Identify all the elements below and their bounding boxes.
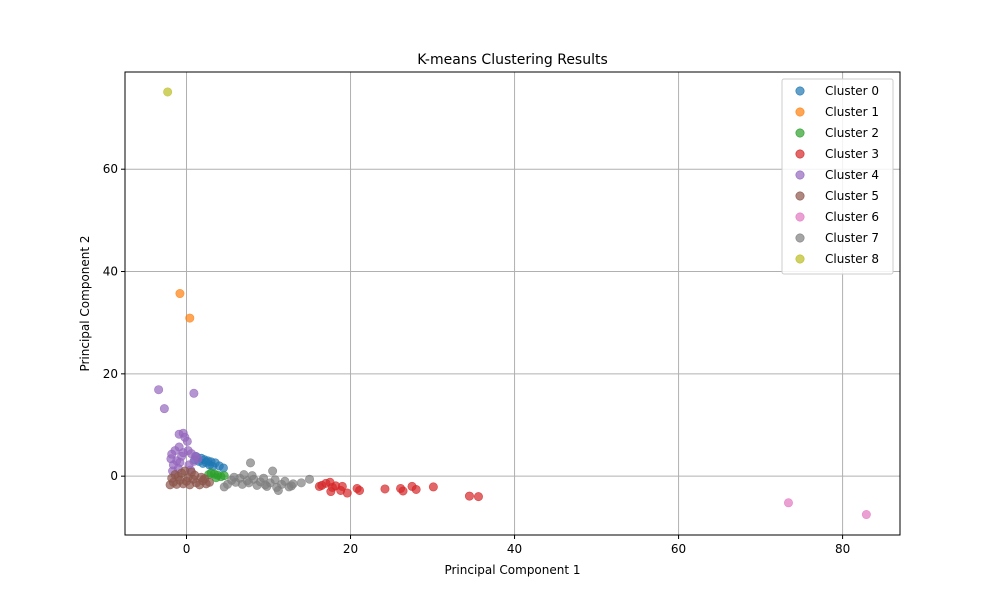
- legend-entry: Cluster 2: [825, 126, 879, 140]
- x-tick-label: 20: [343, 542, 358, 556]
- data-point-cluster-5: [173, 472, 183, 482]
- legend-marker: [795, 254, 805, 264]
- x-tick-label: 80: [835, 542, 850, 556]
- axis-ticks: 0 20 40 60 80 0 20 40 60: [103, 162, 851, 556]
- data-point-cluster-3: [380, 484, 390, 494]
- x-tick-label: 40: [507, 542, 522, 556]
- legend-entry: Cluster 4: [825, 168, 879, 182]
- data-point-cluster-6: [783, 498, 793, 508]
- data-point-cluster-2: [219, 471, 229, 481]
- data-points: [154, 87, 871, 520]
- data-point-cluster-3: [428, 482, 438, 492]
- data-point-cluster-4: [182, 436, 192, 446]
- legend-entry: Cluster 5: [825, 189, 879, 203]
- data-point-cluster-3: [342, 488, 352, 498]
- x-axis-label: Principal Component 1: [444, 563, 580, 577]
- data-point-cluster-4: [154, 385, 164, 395]
- legend: Cluster 0 Cluster 1 Cluster 2 Cluster 3 Clus…: [781, 78, 894, 275]
- data-point-cluster-3: [473, 492, 483, 502]
- data-point-cluster-7: [260, 480, 270, 490]
- legend-marker: [795, 149, 805, 159]
- data-point-cluster-5: [200, 474, 210, 484]
- data-point-cluster-3: [398, 486, 408, 496]
- data-point-cluster-3: [411, 484, 421, 494]
- plot-frame: [124, 71, 901, 536]
- y-axis-label: Principal Component 2: [78, 235, 92, 371]
- data-point-cluster-4: [159, 404, 169, 414]
- data-point-cluster-7: [245, 458, 255, 468]
- data-point-cluster-3: [314, 481, 324, 491]
- data-point-cluster-7: [229, 472, 239, 482]
- data-point-cluster-7: [244, 478, 254, 488]
- data-point-cluster-7: [268, 466, 278, 476]
- data-point-cluster-3: [464, 491, 474, 501]
- y-tick-label: 20: [103, 367, 118, 381]
- data-point-cluster-6: [861, 510, 871, 520]
- legend-entry: Cluster 3: [825, 147, 879, 161]
- data-point-cluster-3: [355, 485, 365, 495]
- data-point-cluster-0: [201, 457, 211, 467]
- data-point-cluster-4: [178, 448, 188, 458]
- legend-entry: Cluster 6: [825, 210, 879, 224]
- legend-entry: Cluster 8: [825, 252, 879, 266]
- data-point-cluster-3: [326, 487, 336, 497]
- data-point-cluster-1: [185, 313, 195, 323]
- data-point-cluster-7: [286, 481, 296, 491]
- legend-marker: [795, 170, 805, 180]
- data-point-cluster-3: [337, 481, 347, 491]
- legend-marker: [795, 212, 805, 222]
- data-point-cluster-5: [186, 467, 196, 477]
- data-point-cluster-0: [218, 463, 228, 473]
- chart-title: K-means Clustering Results: [417, 52, 608, 68]
- data-point-cluster-8: [163, 87, 173, 97]
- legend-marker: [795, 191, 805, 201]
- data-point-cluster-7: [305, 474, 315, 484]
- data-point-cluster-7: [296, 478, 306, 488]
- legend-box: [781, 78, 894, 275]
- legend-marker: [795, 233, 805, 243]
- data-point-cluster-4: [193, 454, 203, 464]
- x-tick-label: 60: [671, 542, 686, 556]
- legend-marker: [795, 128, 805, 138]
- legend-marker: [795, 86, 805, 96]
- y-tick-label: 0: [110, 469, 118, 483]
- y-tick-label: 60: [103, 162, 118, 176]
- legend-entry: Cluster 1: [825, 105, 879, 119]
- x-tick-label: 0: [183, 542, 191, 556]
- legend-entry: Cluster 0: [825, 84, 879, 98]
- data-point-cluster-4: [189, 388, 199, 398]
- legend-entry: Cluster 7: [825, 231, 879, 245]
- data-point-cluster-1: [175, 289, 185, 299]
- data-point-cluster-4: [166, 454, 176, 464]
- legend-marker: [795, 107, 805, 117]
- data-point-cluster-7: [272, 482, 282, 492]
- y-tick-label: 40: [103, 265, 118, 279]
